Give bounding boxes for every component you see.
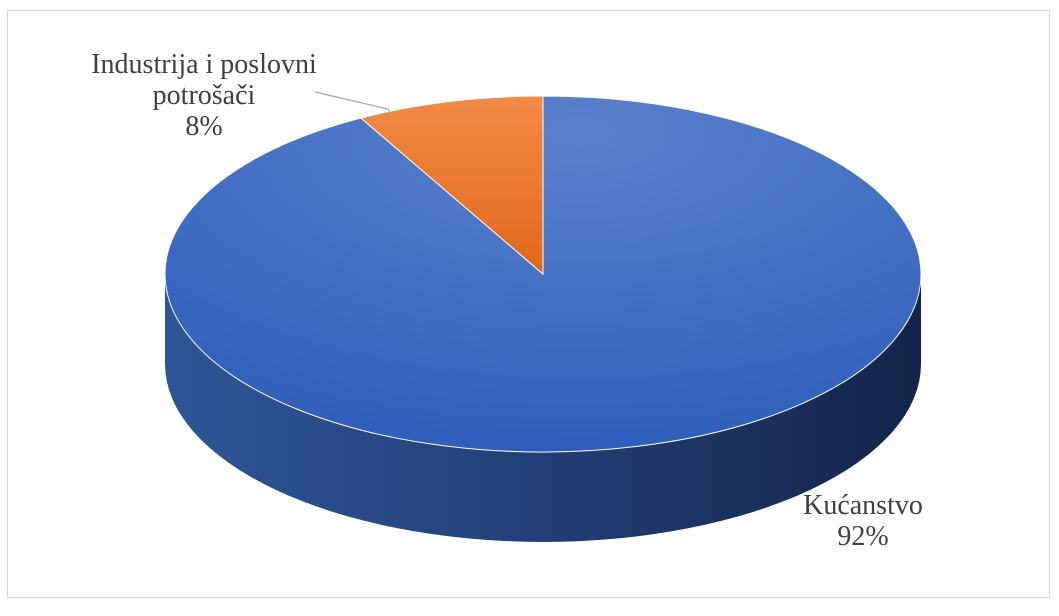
pie-top-layer [164,95,922,453]
label-industrija: Industrija i poslovni potrošači 8% [91,49,317,142]
leader-lines [314,91,393,117]
slice-side-kucanstvo [165,274,921,542]
data-labels: Industrija i poslovni potrošači 8% Kućanstv… [91,49,923,552]
slice-industrija [359,95,544,276]
leader-line-industrija [314,91,393,117]
pie-side-layer [165,274,921,542]
chart-frame: Industrija i poslovni potrošači 8% Kućanstv… [7,10,1050,598]
label-kucanstvo: Kućanstvo 92% [803,490,923,552]
pie-chart: Industrija i poslovni potrošači 8% Kućanstv… [91,49,923,552]
